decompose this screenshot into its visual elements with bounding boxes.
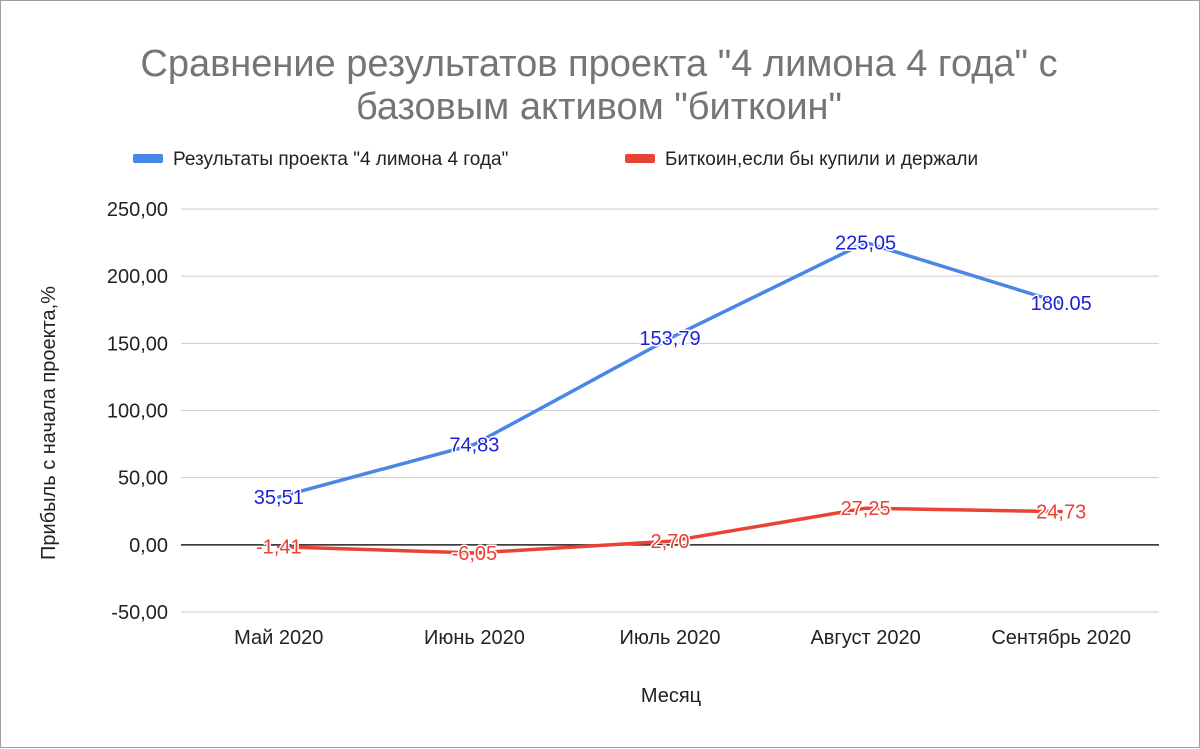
x-axis-title: Месяц: [641, 685, 701, 707]
y-tick-label: 250,00: [107, 199, 168, 221]
legend: Результаты проекта "4 лимона 4 года" Бит…: [133, 149, 978, 170]
data-label-bitcoin: 2,70: [651, 531, 690, 553]
y-axis-title: Прибыль с начала проекта,%: [38, 286, 60, 560]
legend-label-bitcoin: Биткоин,если бы купили и держали: [665, 149, 978, 170]
data-labels: 35,51 74,83 153,79 225,05 180.05 -1,41 -6,05 2,…: [252, 231, 1093, 566]
series-line-bitcoin: [277, 506, 1063, 555]
y-tick-label: -50,00: [111, 602, 168, 624]
data-label-bitcoin: -1,41: [256, 537, 302, 559]
y-tick-label: 100,00: [107, 401, 168, 423]
y-tick-label: 0,00: [129, 535, 168, 557]
legend-swatch-project: [133, 154, 163, 163]
x-tick-label: Май 2020: [234, 627, 323, 649]
data-label-project: 153,79: [639, 328, 700, 350]
legend-label-project: Результаты проекта "4 лимона 4 года": [173, 149, 508, 170]
series-lines: [277, 240, 1063, 555]
chart-title-line-2: базовым активом "биткоин": [356, 86, 842, 128]
data-label-project: 225,05: [835, 233, 896, 255]
y-axis-ticks: -50,00 0,00 50,00 100,00 150,00 200,00 250,00: [107, 199, 168, 624]
data-label-bitcoin: -6,05: [452, 543, 498, 565]
data-label-bitcoin: 24,73: [1036, 502, 1086, 524]
x-tick-label: Август 2020: [810, 627, 920, 649]
x-tick-label: Июнь 2020: [424, 627, 525, 649]
x-axis-ticks: Май 2020 Июнь 2020 Июль 2020 Август 2020 Сен…: [234, 627, 1131, 649]
data-label-project: 180.05: [1031, 293, 1092, 315]
y-tick-label: 50,00: [118, 468, 168, 490]
gridlines: [181, 208, 1159, 613]
y-tick-label: 150,00: [107, 333, 168, 355]
x-tick-label: Сентябрь 2020: [991, 627, 1131, 649]
x-tick-label: Июль 2020: [619, 627, 720, 649]
data-label-bitcoin: 27,25: [841, 498, 891, 520]
data-label-project: 74,83: [449, 434, 499, 456]
data-label-project: 35,51: [254, 487, 304, 509]
y-tick-label: 200,00: [107, 266, 168, 288]
chart-title-line-1: Сравнение результатов проекта "4 лимона …: [140, 43, 1057, 85]
series-line-project: [277, 240, 1063, 499]
legend-swatch-bitcoin: [625, 154, 655, 163]
